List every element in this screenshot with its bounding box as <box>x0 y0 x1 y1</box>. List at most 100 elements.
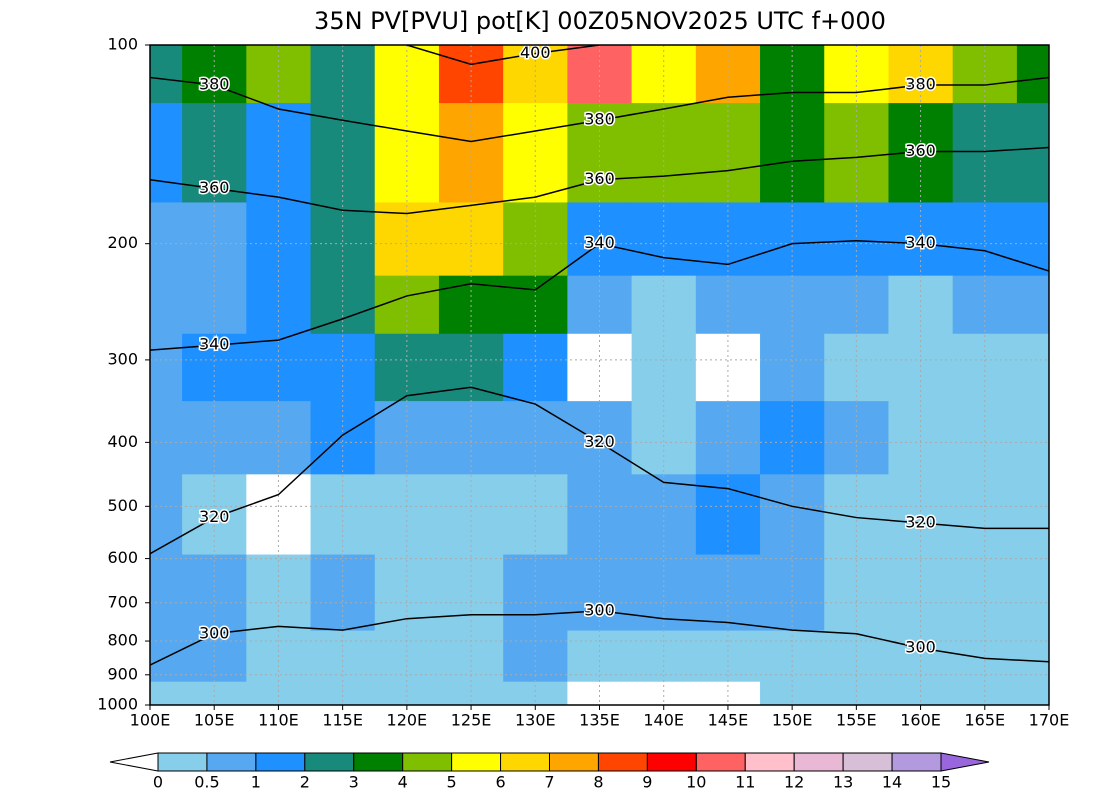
pv-cell <box>567 554 633 632</box>
contour-label: 360 <box>584 169 615 188</box>
colorbar-under <box>109 752 159 772</box>
pv-cell <box>888 681 954 705</box>
contour-label: 360 <box>905 141 936 160</box>
pv-cell <box>503 202 568 277</box>
contour-label: 320 <box>584 432 615 451</box>
pv-cell <box>631 45 697 104</box>
pv-cell <box>182 554 247 632</box>
pv-cell <box>150 202 183 277</box>
contour-label: 320 <box>905 513 936 532</box>
pv-cell <box>246 554 312 632</box>
isentrope <box>406 45 600 66</box>
contour-label: 340 <box>905 233 936 252</box>
isentrope <box>150 386 1049 555</box>
pv-cell <box>503 554 568 632</box>
pv-cell <box>695 45 761 104</box>
pv-cell <box>760 554 825 632</box>
y-tick-label: 900 <box>107 664 138 683</box>
y-tick-label: 700 <box>107 592 138 611</box>
pv-cell <box>246 103 312 203</box>
contour-label: 380 <box>199 75 230 94</box>
colorbar-box <box>744 752 795 772</box>
colorbar-label: 7 <box>544 773 554 792</box>
pv-cell <box>1016 275 1049 335</box>
x-tick-label: 130E <box>515 711 556 730</box>
pv-cell <box>310 45 376 104</box>
pv-cell <box>438 401 504 475</box>
y-tick-label: 200 <box>107 233 138 252</box>
pv-cell <box>246 401 312 475</box>
colorbar-label: 3 <box>349 773 359 792</box>
isentrope <box>150 146 1049 215</box>
pv-cell <box>824 103 889 203</box>
colorbar-box <box>695 752 746 772</box>
pv-cell <box>503 45 568 104</box>
pv-cell <box>246 45 312 104</box>
pv-cell <box>503 103 568 203</box>
pv-cell <box>824 554 889 632</box>
pv-cell <box>310 401 376 475</box>
pv-cell <box>824 681 889 705</box>
colorbar-box <box>646 752 697 772</box>
pv-cell <box>567 401 633 475</box>
pv-cell <box>374 681 440 705</box>
pv-cell <box>438 103 504 203</box>
y-tick-label: 400 <box>107 432 138 451</box>
colorbar-over <box>940 752 990 772</box>
pv-cell <box>310 681 376 705</box>
colorbar-box <box>597 752 648 772</box>
isentrope <box>150 610 1049 666</box>
pv-cell <box>1016 554 1049 632</box>
x-tick-label: 155E <box>836 711 877 730</box>
colorbar-label: 6 <box>495 773 505 792</box>
chart-title: 35N PV[PVU] pot[K] 00Z05NOV2025 UTC f+00… <box>314 7 886 35</box>
x-tick-label: 160E <box>900 711 941 730</box>
colorbar-label: 4 <box>398 773 408 792</box>
colorbar-box <box>793 752 844 772</box>
colorbar-label: 0.5 <box>194 773 219 792</box>
colorbar-box <box>255 752 306 772</box>
contour-label: 380 <box>584 110 615 129</box>
colorbar-label: 0 <box>153 773 163 792</box>
pv-cell <box>150 554 183 632</box>
x-tick-label: 125E <box>451 711 492 730</box>
contour-label: 380 <box>905 75 936 94</box>
pv-cell <box>374 103 440 203</box>
contour-label: 300 <box>584 600 615 619</box>
contour-label: 300 <box>905 638 936 657</box>
pv-cell <box>1016 202 1049 277</box>
pv-cell <box>150 333 183 402</box>
colorbar-box <box>891 752 942 772</box>
colorbar-label: 5 <box>447 773 457 792</box>
colorbar-box <box>549 752 599 772</box>
pv-cell <box>150 474 183 556</box>
contour-label: 340 <box>584 233 615 252</box>
pv-cell <box>760 103 825 203</box>
pv-cell <box>631 202 697 277</box>
pv-cell <box>1016 103 1049 203</box>
colorbar-box <box>500 752 550 772</box>
pv-cell <box>182 202 247 277</box>
pv-cell <box>150 45 183 104</box>
x-tick-label: 115E <box>322 711 363 730</box>
y-tick-label: 1000 <box>97 695 138 714</box>
pv-cell <box>150 401 183 475</box>
pv-cell <box>374 45 440 104</box>
colorbar-label: 13 <box>833 773 853 792</box>
pv-cell <box>1016 474 1049 556</box>
pv-cell <box>246 681 312 705</box>
pv-cell <box>695 401 761 475</box>
x-tick-label: 145E <box>708 711 749 730</box>
pv-cell <box>888 202 954 277</box>
pv-cell <box>631 103 697 203</box>
pv-cell <box>952 45 1018 104</box>
colorbar-label: 9 <box>642 773 652 792</box>
pv-cell <box>952 401 1018 475</box>
colorbar-box <box>157 752 208 772</box>
contour-label: 320 <box>199 507 230 526</box>
y-tick-label: 800 <box>107 631 138 650</box>
y-tick-label: 500 <box>107 496 138 515</box>
pv-cell <box>310 103 376 203</box>
plot-area: 300 300 300 320 320 320 340 340 340 360 360 360 380 3… <box>150 45 1049 705</box>
